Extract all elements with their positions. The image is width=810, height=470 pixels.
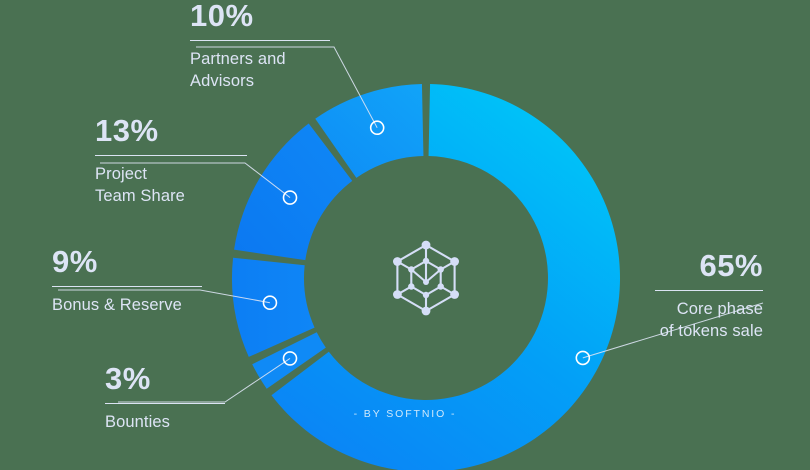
callout-core-phase-of-tokens-sale[interactable]: 65% Core phase of tokens sale <box>655 250 763 343</box>
callout-project-team-share[interactable]: 13% Project Team Share <box>95 115 247 208</box>
leader-line-bonus <box>58 289 271 304</box>
leader-line-partners <box>196 46 378 128</box>
donut-slice-bonus[interactable] <box>232 257 315 357</box>
leader-dot-bounties[interactable] <box>282 351 298 366</box>
callout-rule <box>95 155 247 156</box>
donut-slices <box>232 84 620 470</box>
callout-label: Core phase of tokens sale <box>659 300 763 340</box>
callout-rule <box>655 290 763 291</box>
callout-label: Project Team Share <box>95 165 185 205</box>
leader-dot-core[interactable] <box>575 350 591 366</box>
leader-dot-team[interactable] <box>282 190 298 205</box>
callout-percent: 3% <box>105 361 151 396</box>
callout-percent: 9% <box>52 244 98 279</box>
hexagon-network-logo <box>393 240 459 316</box>
leader-line-core <box>582 302 764 359</box>
callout-bounties[interactable]: 3% Bounties <box>105 363 225 434</box>
leader-line-bounties <box>118 358 291 403</box>
callout-percent: 13% <box>95 113 159 148</box>
donut-slice-partners[interactable] <box>315 84 424 178</box>
callout-bonus-and-reserve[interactable]: 9% Bonus & Reserve <box>52 246 202 317</box>
leader-dot-bonus[interactable] <box>262 295 278 311</box>
callout-percent: 10% <box>190 0 254 33</box>
callout-rule <box>52 286 202 287</box>
callout-label: Partners and Advisors <box>190 50 286 90</box>
donut-slice-core[interactable] <box>271 84 620 470</box>
callout-partners-and-advisors[interactable]: 10% Partners and Advisors <box>190 0 330 93</box>
callout-label: Bounties <box>105 413 171 431</box>
leader-dot-partners[interactable] <box>369 120 385 136</box>
donut-slice-bounties[interactable] <box>252 332 326 389</box>
callout-rule <box>105 403 225 404</box>
callout-percent: 65% <box>699 248 763 283</box>
callout-rule <box>190 40 330 41</box>
callout-label: Bonus & Reserve <box>52 296 182 314</box>
leader-line-team <box>100 162 291 198</box>
donut-leader-lines <box>58 46 764 403</box>
